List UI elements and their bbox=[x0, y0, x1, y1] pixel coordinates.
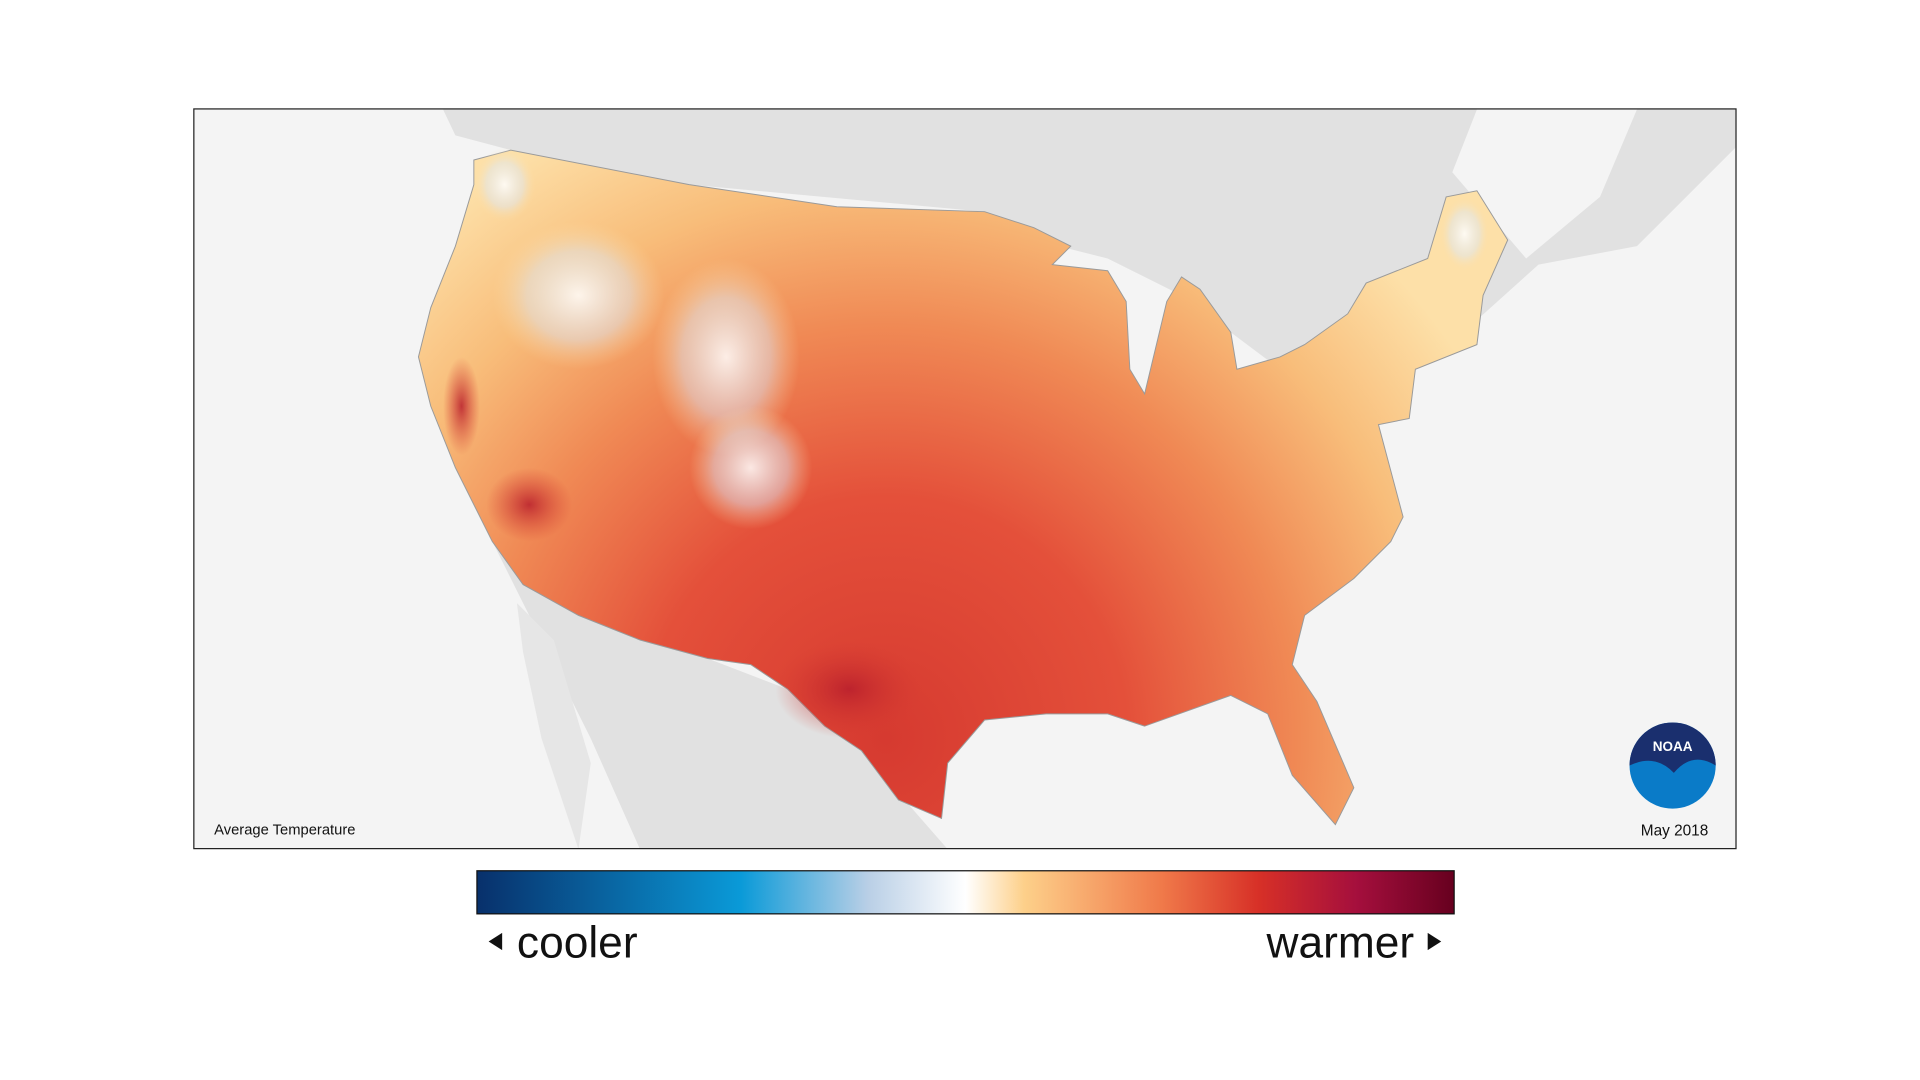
mexico-land bbox=[492, 541, 947, 848]
rockies-cool bbox=[652, 258, 800, 456]
texas-hot bbox=[775, 640, 924, 739]
color-scale bbox=[476, 870, 1455, 915]
idaho-cool bbox=[492, 221, 665, 370]
map-caption: Average Temperature bbox=[214, 822, 355, 838]
legend-low: cooler bbox=[517, 919, 638, 968]
logo-text: NOAA bbox=[1653, 739, 1693, 754]
cascades-cool bbox=[473, 147, 536, 222]
noaa-logo: NOAA bbox=[1629, 722, 1716, 809]
desert-hot bbox=[486, 467, 573, 542]
logo-top bbox=[1629, 722, 1716, 773]
warmer-arrow bbox=[1427, 932, 1442, 951]
colorado-cool bbox=[689, 406, 813, 530]
valley-hot bbox=[443, 356, 480, 456]
map-date: May 2018 bbox=[1641, 823, 1709, 840]
cooler-arrow bbox=[488, 932, 503, 951]
map-frame bbox=[193, 108, 1737, 850]
legend-high: warmer bbox=[1265, 919, 1414, 968]
baja-land bbox=[516, 603, 591, 848]
map-area bbox=[194, 109, 1736, 848]
maine-cool bbox=[1440, 196, 1490, 271]
